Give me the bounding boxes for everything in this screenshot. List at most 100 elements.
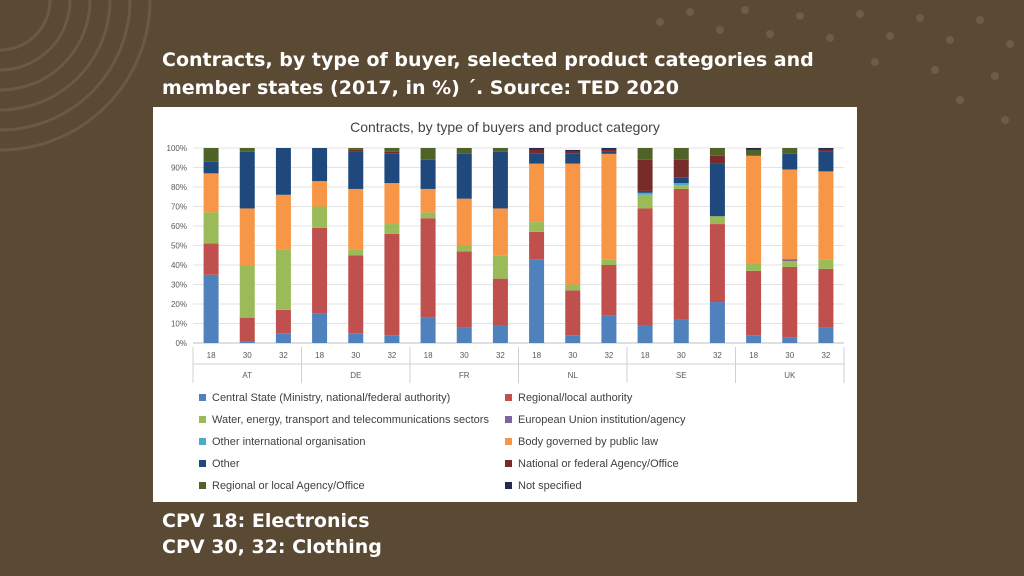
bar-segment <box>637 325 653 343</box>
bar-segment <box>782 337 798 343</box>
bar-segment <box>239 208 255 265</box>
bar-segment <box>782 148 798 154</box>
bar-segment <box>384 148 400 152</box>
legend-label: Regional or local Agency/Office <box>212 479 365 492</box>
group-label: UK <box>784 371 796 380</box>
x-tick-label: 30 <box>351 351 360 360</box>
legend-item: European Union institution/agency <box>505 411 835 428</box>
bar-segment <box>782 153 798 170</box>
x-tick-label: 32 <box>604 351 613 360</box>
y-tick-label: 50% <box>171 242 187 251</box>
caption-electronics: CPV 18: Electronics <box>162 510 370 532</box>
bar-segment <box>492 151 508 209</box>
bar-segment <box>601 259 617 265</box>
group-label: DE <box>350 371 361 380</box>
y-tick-label: 20% <box>171 300 187 309</box>
bar-segment <box>275 309 291 334</box>
bar-segment <box>420 188 436 213</box>
chart-legend: Central State (Ministry, national/federa… <box>199 389 839 494</box>
bar-segment <box>203 161 219 174</box>
bar-segment <box>312 148 328 182</box>
legend-swatch <box>505 460 512 467</box>
bar-segment <box>203 212 219 244</box>
bar-segment <box>239 317 255 342</box>
bar-segment <box>529 149 545 154</box>
bar-segment <box>673 319 689 343</box>
x-tick-label: 18 <box>532 351 541 360</box>
y-tick-label: 80% <box>171 183 187 192</box>
slide-title: Contracts, by type of buyer, selected pr… <box>162 49 814 99</box>
legend-label: National or federal Agency/Office <box>518 457 679 470</box>
bar-segment <box>420 148 436 160</box>
x-tick-label: 32 <box>279 351 288 360</box>
bar-segment <box>456 251 472 328</box>
x-tick-label: 18 <box>641 351 650 360</box>
bar-segment <box>456 245 472 252</box>
bar-segment <box>601 148 617 150</box>
bar-segment <box>709 155 725 164</box>
stacked-bar-chart: 0% 10% 20% 30% 40% 50% 60% 70% 80% 90% 100% 18 30 32 1… <box>167 144 845 383</box>
bar-segment <box>818 327 834 343</box>
legend-swatch <box>505 438 512 445</box>
bar-segment <box>782 169 798 260</box>
bar-segment <box>492 255 508 279</box>
bar-segment <box>239 265 255 318</box>
legend-swatch <box>199 394 206 401</box>
bar-segment <box>818 171 834 260</box>
bar-segment <box>348 149 364 152</box>
bar-segment <box>673 185 689 189</box>
bar-segment <box>746 263 762 271</box>
legend-item: Body governed by public law <box>505 433 835 450</box>
bar-segment <box>673 188 689 320</box>
bar-segment <box>746 270 762 336</box>
bar-segment <box>456 327 472 343</box>
x-tick-label: 30 <box>785 351 794 360</box>
bar-segment <box>637 190 653 193</box>
chart-title: Contracts, by type of buyers and product… <box>350 119 660 135</box>
y-tick-label: 90% <box>171 164 187 173</box>
bar-segment <box>275 249 291 310</box>
bar-segment <box>456 148 472 154</box>
legend-swatch <box>199 416 206 423</box>
y-tick-label: 40% <box>171 261 187 270</box>
legend-swatch <box>199 460 206 467</box>
bar-segment <box>565 151 581 154</box>
legend-item: Regional/local authority <box>505 389 835 406</box>
bar-segment <box>529 222 545 232</box>
bar-segment <box>782 259 798 262</box>
x-tick-label: 30 <box>243 351 252 360</box>
bar-segment <box>601 315 617 343</box>
group-label: NL <box>568 371 579 380</box>
legend-swatch <box>199 482 206 489</box>
bar-segment <box>492 278 508 326</box>
bar-segment <box>384 224 400 234</box>
bar-segment <box>312 313 328 343</box>
legend-label: Regional/local authority <box>518 391 633 404</box>
legend-swatch <box>505 482 512 489</box>
bar-segment <box>673 148 689 160</box>
y-tick-label: 0% <box>175 339 187 348</box>
legend-label: European Union institution/agency <box>518 413 686 426</box>
legend-label: Water, energy, transport and telecommuni… <box>212 413 489 426</box>
legend-item: National or federal Agency/Office <box>505 455 835 472</box>
bar-segment <box>203 274 219 343</box>
bar-segment <box>312 181 328 207</box>
bar-segment <box>492 325 508 343</box>
legend-swatch <box>505 416 512 423</box>
bar-segment <box>746 149 762 156</box>
x-tick-label: 32 <box>387 351 396 360</box>
x-tick-label: 18 <box>207 351 216 360</box>
chart-panel: Contracts, by type of buyers and product… <box>153 107 857 502</box>
legend-item: Central State (Ministry, national/federa… <box>199 389 505 406</box>
bar-segment <box>384 153 400 184</box>
bar-segment <box>384 335 400 343</box>
bar-segment <box>709 224 725 303</box>
bar-segment <box>637 208 653 326</box>
bar-segment <box>818 151 834 172</box>
bar-segment <box>637 192 653 195</box>
bar-segment <box>782 266 798 338</box>
legend-item: Regional or local Agency/Office <box>199 477 505 494</box>
bar-segment <box>601 153 617 260</box>
bar-segment <box>456 198 472 246</box>
x-tick-label: 30 <box>568 351 577 360</box>
